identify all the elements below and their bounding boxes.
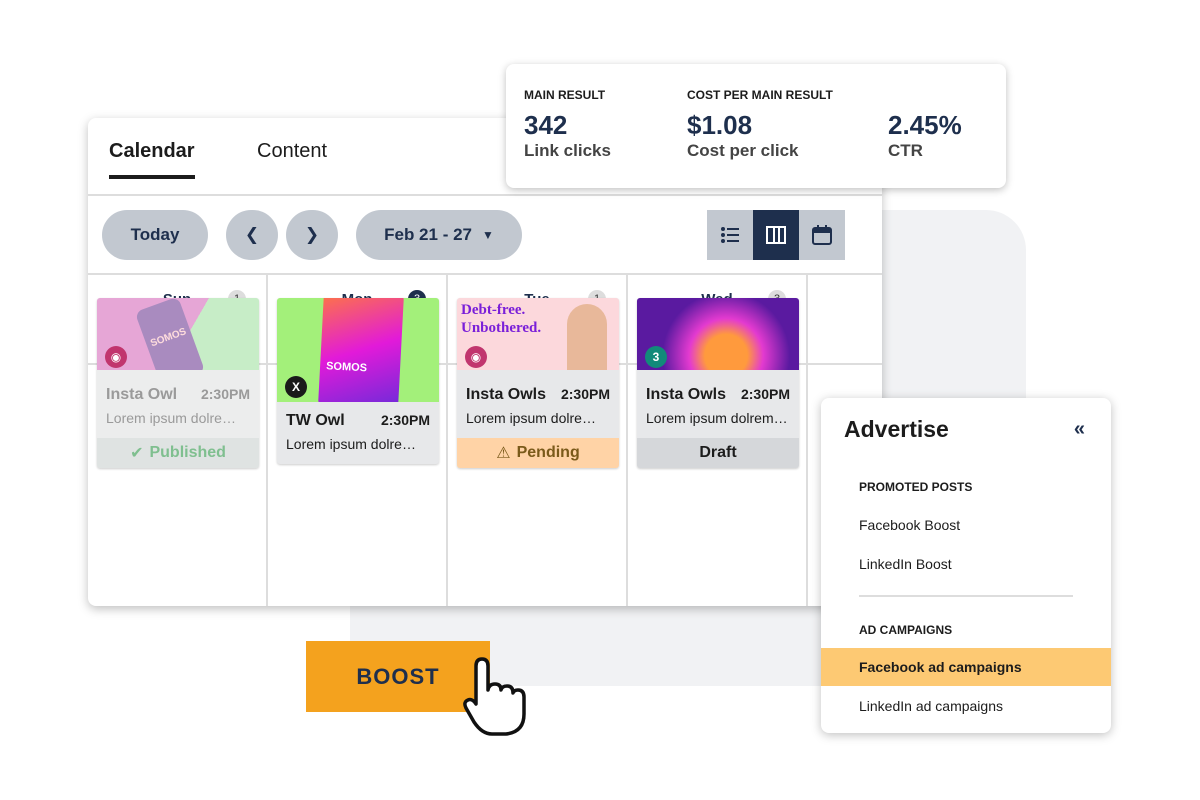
menu-item-facebook-boost[interactable]: Facebook Boost: [859, 517, 961, 533]
calendar-icon: [812, 225, 832, 245]
ctr-sub: CTR: [888, 141, 923, 160]
status-pending: ⚠ Pending: [457, 438, 619, 468]
collapse-icon[interactable]: «: [1073, 418, 1085, 440]
view-switcher: [707, 210, 845, 260]
tab-calendar[interactable]: Calendar: [109, 140, 195, 179]
instagram-icon: ◉: [465, 346, 487, 368]
main-result-value: 342: [524, 110, 568, 140]
post-text: Lorem ipsum dolre…: [286, 436, 416, 452]
date-range-label: Feb 21 - 27: [384, 225, 472, 244]
boost-button[interactable]: BOOST: [306, 641, 490, 712]
post-time: 2:30PM: [200, 386, 250, 402]
status-draft: Draft: [637, 438, 799, 468]
cost-label: COST PER MAIN RESULT: [687, 88, 833, 102]
day-column-tue: Tue231 Debt-free. Unbothered.◉ Insta Owl…: [448, 275, 628, 606]
post-image: Debt-free. Unbothered. ◉: [457, 298, 619, 370]
post-card[interactable]: Debt-free. Unbothered. ◉ Insta Owls 2:30PM…: [457, 298, 619, 468]
post-account: Insta Owls: [466, 386, 547, 403]
advertise-title: Advertise: [844, 416, 949, 442]
main-result-label: MAIN RESULT: [524, 88, 606, 102]
chevron-left-icon: ❮: [244, 225, 260, 244]
list-icon: [721, 227, 739, 243]
cost-sub: Cost per click: [687, 141, 799, 160]
post-time: 2:30PM: [740, 386, 790, 402]
prev-button[interactable]: ❮: [226, 210, 278, 260]
calendar-panel: Calendar Content Today ❮ ❯ Feb 21 - 27 ▼ …: [88, 118, 882, 606]
post-account: TW Owl: [286, 412, 345, 429]
tab-bar: Calendar Content: [88, 118, 882, 196]
hand-cursor-icon: [463, 657, 526, 736]
chevron-down-icon: ▼: [481, 228, 494, 242]
week-view-button[interactable]: [753, 210, 799, 260]
status-published: ✔ Published: [97, 438, 259, 468]
post-account: Insta Owls: [646, 386, 727, 403]
tab-content[interactable]: Content: [257, 140, 328, 162]
promoted-posts-heading: PROMOTED POSTS: [859, 480, 973, 494]
day-column-next: [808, 275, 882, 606]
month-view-button[interactable]: [799, 210, 845, 260]
ad-campaigns-heading: AD CAMPAIGNS: [859, 623, 953, 637]
next-button[interactable]: ❯: [286, 210, 338, 260]
today-button[interactable]: Today: [102, 210, 208, 260]
post-text: Lorem ipsum dolrem…: [646, 410, 788, 426]
columns-icon: [766, 226, 786, 244]
menu-item-linkedin-boost[interactable]: LinkedIn Boost: [859, 556, 952, 572]
post-text: Lorem ipsum dolre…: [106, 410, 236, 426]
post-card[interactable]: SOMOS X TW Owl 2:30PM Lorem ipsum dolre…: [277, 298, 439, 464]
multi-network-badge: 3: [645, 346, 667, 368]
menu-item-facebook-ad-campaigns[interactable]: Facebook ad campaigns: [821, 648, 1111, 686]
instagram-icon: ◉: [105, 346, 127, 368]
main-result-sub: Link clicks: [524, 141, 611, 160]
x-icon: X: [285, 376, 307, 398]
post-time: 2:30PM: [560, 386, 610, 402]
list-view-button[interactable]: [707, 210, 753, 260]
post-image: 3: [637, 298, 799, 370]
post-time: 2:30PM: [380, 412, 430, 428]
advertise-panel: Advertise « PROMOTED POSTS Facebook Boos…: [821, 398, 1111, 733]
post-text: Lorem ipsum dolre…: [466, 410, 596, 426]
cost-value: $1.08: [687, 110, 753, 140]
ctr-value: 2.45%: [888, 110, 962, 140]
post-image: SOMOS X: [277, 298, 439, 402]
post-card[interactable]: SOMOS ◉ Insta Owl 2:30PM Lorem ipsum dolre…: [97, 298, 259, 468]
divider: [859, 595, 1073, 597]
post-account: Insta Owl: [106, 386, 178, 403]
menu-item-linkedin-ad-campaigns[interactable]: LinkedIn ad campaigns: [859, 698, 1003, 714]
toolbar: Today ❮ ❯ Feb 21 - 27 ▼: [88, 196, 882, 275]
warning-icon: ⚠: [496, 445, 511, 462]
date-range-dropdown[interactable]: Feb 21 - 27 ▼: [356, 210, 522, 260]
check-circle-icon: ✔: [130, 445, 144, 462]
post-card[interactable]: 3 Insta Owls 2:30PM Lorem ipsum dolrem… D…: [637, 298, 799, 468]
metrics-card: MAIN RESULT 342 Link clicks COST PER MAIN …: [506, 64, 1006, 188]
chevron-right-icon: ❯: [304, 225, 320, 244]
post-image: SOMOS ◉: [97, 298, 259, 370]
